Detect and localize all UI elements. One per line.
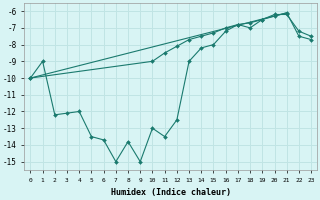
X-axis label: Humidex (Indice chaleur): Humidex (Indice chaleur)	[111, 188, 231, 197]
